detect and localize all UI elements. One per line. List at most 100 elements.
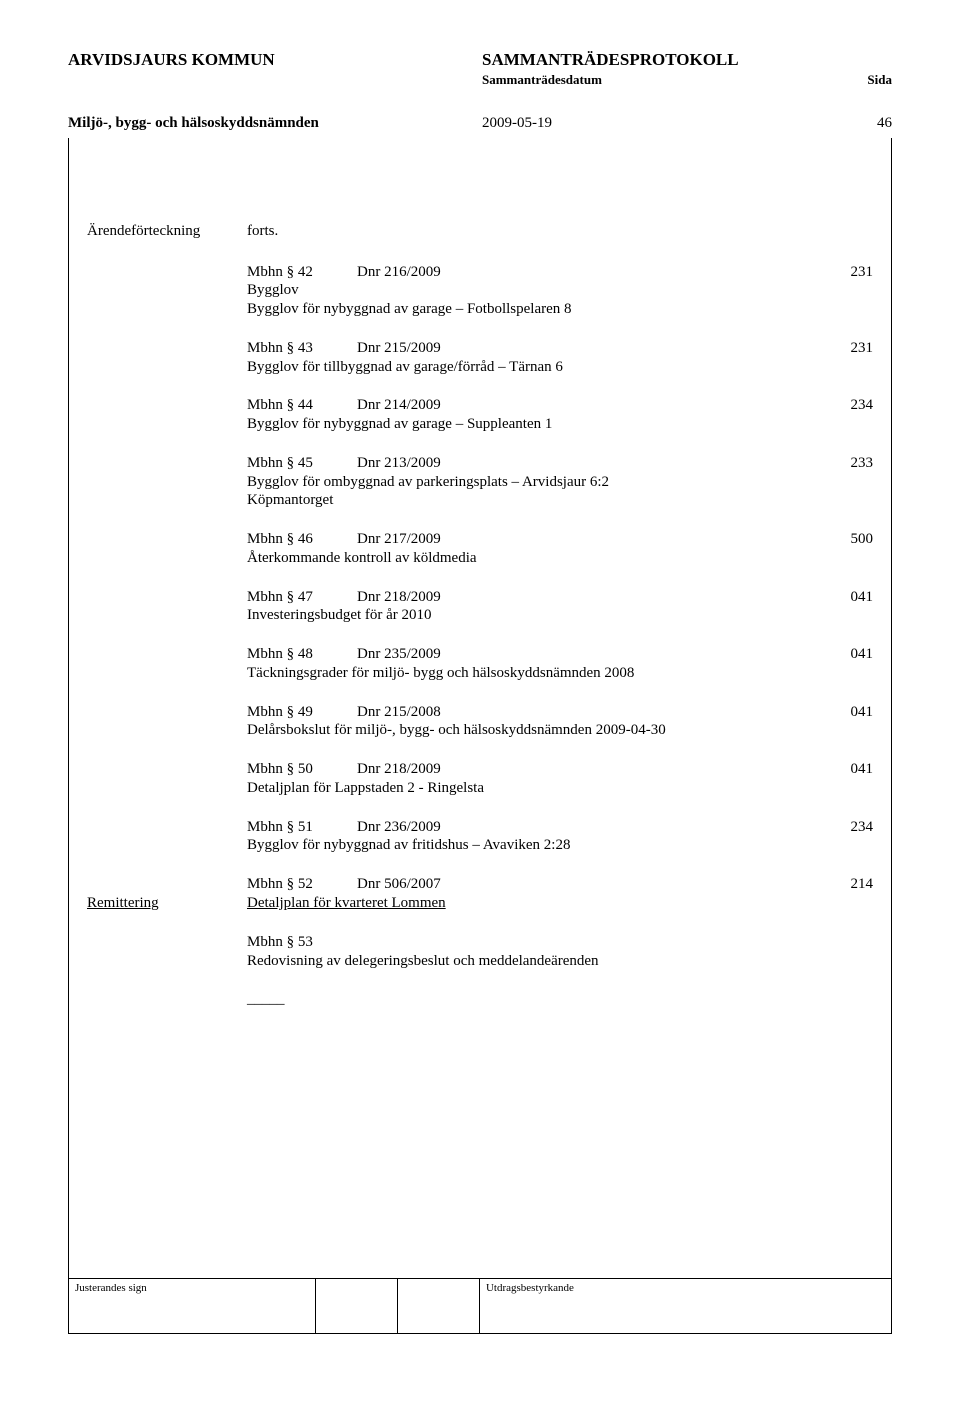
agenda-title-row: Ärendeförteckning forts. — [87, 222, 873, 241]
header-sub-mid: Sammanträdesdatum — [482, 72, 602, 88]
agenda-entry: Mbhn § 49Dnr 215/2008Delårsbokslut för m… — [87, 703, 873, 741]
agenda-entry: Mbhn § 51Dnr 236/2009Bygglov för nybyggn… — [87, 818, 873, 856]
footer-cell-utdrag: Utdragsbestyrkande — [480, 1279, 891, 1333]
entry-ref-left: Mbhn § 48 — [247, 645, 357, 664]
footer-cell-3 — [398, 1279, 480, 1333]
entry-ref-left: Mbhn § 45 — [247, 454, 357, 473]
entry-ref-right: Dnr 213/2009 — [357, 454, 441, 473]
entry-code: 234 — [823, 818, 873, 856]
meeting-date: 2009-05-19 — [482, 114, 552, 132]
entry-desc-line: Bygglov för nybyggnad av fritidshus – Av… — [247, 836, 811, 855]
entry-ref-row: Mbhn § 50Dnr 218/2009 — [247, 760, 811, 779]
entry-mid: Mbhn § 51Dnr 236/2009Bygglov för nybyggn… — [247, 818, 823, 856]
entry-ref-left: Mbhn § 51 — [247, 818, 357, 837]
entry-desc-line: Köpmantorget — [247, 491, 811, 510]
entry-ref-row: Mbhn § 48Dnr 235/2009 — [247, 645, 811, 664]
header-row3: Miljö-, bygg- och hälsoskyddsnämnden 200… — [68, 114, 892, 132]
entry-ref-right: Dnr 216/2009 — [357, 263, 441, 282]
content-frame: Ärendeförteckning forts. Mbhn § 42Dnr 21… — [68, 138, 892, 1278]
entry-ref-left: Mbhn § 50 — [247, 760, 357, 779]
entry-ref-row: Mbhn § 43Dnr 215/2009 — [247, 339, 811, 358]
entry-ref-row: Mbhn § 53 — [247, 933, 811, 952]
agenda-entry: Mbhn § 42Dnr 216/2009BygglovBygglov för … — [87, 263, 873, 319]
entry-left-note — [87, 396, 247, 434]
entry-left-note — [87, 933, 247, 971]
entry-ref-row: Mbhn § 42Dnr 216/2009 — [247, 263, 811, 282]
entry-desc-line: Bygglov för tillbyggnad av garage/förråd… — [247, 358, 811, 377]
entry-mid: Mbhn § 53Redovisning av delegeringsbeslu… — [247, 933, 823, 971]
entry-left-note — [87, 703, 247, 741]
entry-left-note — [87, 454, 247, 510]
agenda-entry: Mbhn § 43Dnr 215/2009Bygglov för tillbyg… — [87, 339, 873, 377]
agenda-entry: RemitteringMbhn § 52Dnr 506/2007Detaljpl… — [87, 875, 873, 913]
entry-ref-left: Mbhn § 42 — [247, 263, 357, 282]
entry-mid: Mbhn § 50Dnr 218/2009Detaljplan för Lapp… — [247, 760, 823, 798]
entry-mid: Mbhn § 48Dnr 235/2009Täckningsgrader för… — [247, 645, 823, 683]
entry-desc-line: Bygglov för nybyggnad av garage – Supple… — [247, 415, 811, 434]
entry-ref-row: Mbhn § 46Dnr 217/2009 — [247, 530, 811, 549]
header-row1: ARVIDSJAURS KOMMUN SAMMANTRÄDESPROTOKOLL — [68, 50, 892, 70]
entry-desc-line: Detaljplan för kvarteret Lommen — [247, 894, 811, 913]
agenda-entry: Mbhn § 47Dnr 218/2009Investeringsbudget … — [87, 588, 873, 626]
page-number: 46 — [877, 114, 892, 132]
entry-mid: Mbhn § 49Dnr 215/2008Delårsbokslut för m… — [247, 703, 823, 741]
agenda-entry: Mbhn § 50Dnr 218/2009Detaljplan för Lapp… — [87, 760, 873, 798]
entry-code: 231 — [823, 263, 873, 319]
entry-left-note — [87, 263, 247, 319]
entry-ref-row: Mbhn § 52Dnr 506/2007 — [247, 875, 811, 894]
entry-ref-right: Dnr 215/2009 — [357, 339, 441, 358]
committee-name: Miljö-, bygg- och hälsoskyddsnämnden — [68, 114, 482, 132]
entry-code: 214 — [823, 875, 873, 913]
entry-desc-line: Bygglov för ombyggnad av parkeringsplats… — [247, 473, 811, 492]
entry-code — [823, 933, 873, 971]
footer-row: Justerandes sign Utdragsbestyrkande — [68, 1278, 892, 1334]
entry-desc-line: Återkommande kontroll av köldmedia — [247, 549, 811, 568]
entry-desc-line: Detaljplan för Lappstaden 2 - Ringelsta — [247, 779, 811, 798]
agenda-entry: Mbhn § 53Redovisning av delegeringsbeslu… — [87, 933, 873, 971]
header-row2: Sammanträdesdatum Sida — [68, 72, 892, 88]
entry-left-note — [87, 588, 247, 626]
entry-code: 500 — [823, 530, 873, 568]
entry-ref-left: Mbhn § 44 — [247, 396, 357, 415]
entry-ref-right: Dnr 217/2009 — [357, 530, 441, 549]
entry-left-note — [87, 339, 247, 377]
entry-ref-left: Mbhn § 43 — [247, 339, 357, 358]
entry-ref-row: Mbhn § 47Dnr 218/2009 — [247, 588, 811, 607]
entry-left-note — [87, 760, 247, 798]
entry-left-note — [87, 818, 247, 856]
footer-cell-2 — [316, 1279, 398, 1333]
entry-ref-left: Mbhn § 53 — [247, 933, 357, 952]
agenda-title-mid: forts. — [247, 222, 873, 241]
entry-ref-right: Dnr 235/2009 — [357, 645, 441, 664]
entry-desc-line: Bygglov för nybyggnad av garage – Fotbol… — [247, 300, 811, 319]
entry-ref-left: Mbhn § 46 — [247, 530, 357, 549]
agenda-entry: Mbhn § 46Dnr 217/2009Återkommande kontro… — [87, 530, 873, 568]
entry-ref-right: Dnr 218/2009 — [357, 760, 441, 779]
entry-ref-right: Dnr 218/2009 — [357, 588, 441, 607]
entry-desc-line: Bygglov — [247, 281, 811, 300]
entry-mid: Mbhn § 43Dnr 215/2009Bygglov för tillbyg… — [247, 339, 823, 377]
footer-cell-sign: Justerandes sign — [69, 1279, 316, 1333]
entry-code: 233 — [823, 454, 873, 510]
entry-ref-row: Mbhn § 51Dnr 236/2009 — [247, 818, 811, 837]
agenda-entry: Mbhn § 48Dnr 235/2009Täckningsgrader för… — [87, 645, 873, 683]
entry-mid: Mbhn § 42Dnr 216/2009BygglovBygglov för … — [247, 263, 823, 319]
entry-desc-line: Täckningsgrader för miljö- bygg och häls… — [247, 664, 811, 683]
doc-title: SAMMANTRÄDESPROTOKOLL — [482, 50, 892, 70]
entry-ref-right: Dnr 236/2009 — [357, 818, 441, 837]
entry-ref-left: Mbhn § 49 — [247, 703, 357, 722]
entry-code: 041 — [823, 645, 873, 683]
entry-mid: Mbhn § 44Dnr 214/2009Bygglov för nybyggn… — [247, 396, 823, 434]
org-name: ARVIDSJAURS KOMMUN — [68, 50, 275, 70]
entry-code: 041 — [823, 588, 873, 626]
entry-left-note: Remittering — [87, 875, 247, 913]
entry-mid: Mbhn § 46Dnr 217/2009Återkommande kontro… — [247, 530, 823, 568]
agenda-entry: Mbhn § 45Dnr 213/2009Bygglov för ombyggn… — [87, 454, 873, 510]
entry-code: 041 — [823, 703, 873, 741]
header-sub-right: Sida — [867, 72, 892, 88]
entry-desc-line: Delårsbokslut för miljö-, bygg- och häls… — [247, 721, 811, 740]
entry-desc-line: Redovisning av delegeringsbeslut och med… — [247, 952, 811, 971]
entry-ref-left: Mbhn § 47 — [247, 588, 357, 607]
entry-ref-left: Mbhn § 52 — [247, 875, 357, 894]
entry-ref-right: Dnr 506/2007 — [357, 875, 441, 894]
